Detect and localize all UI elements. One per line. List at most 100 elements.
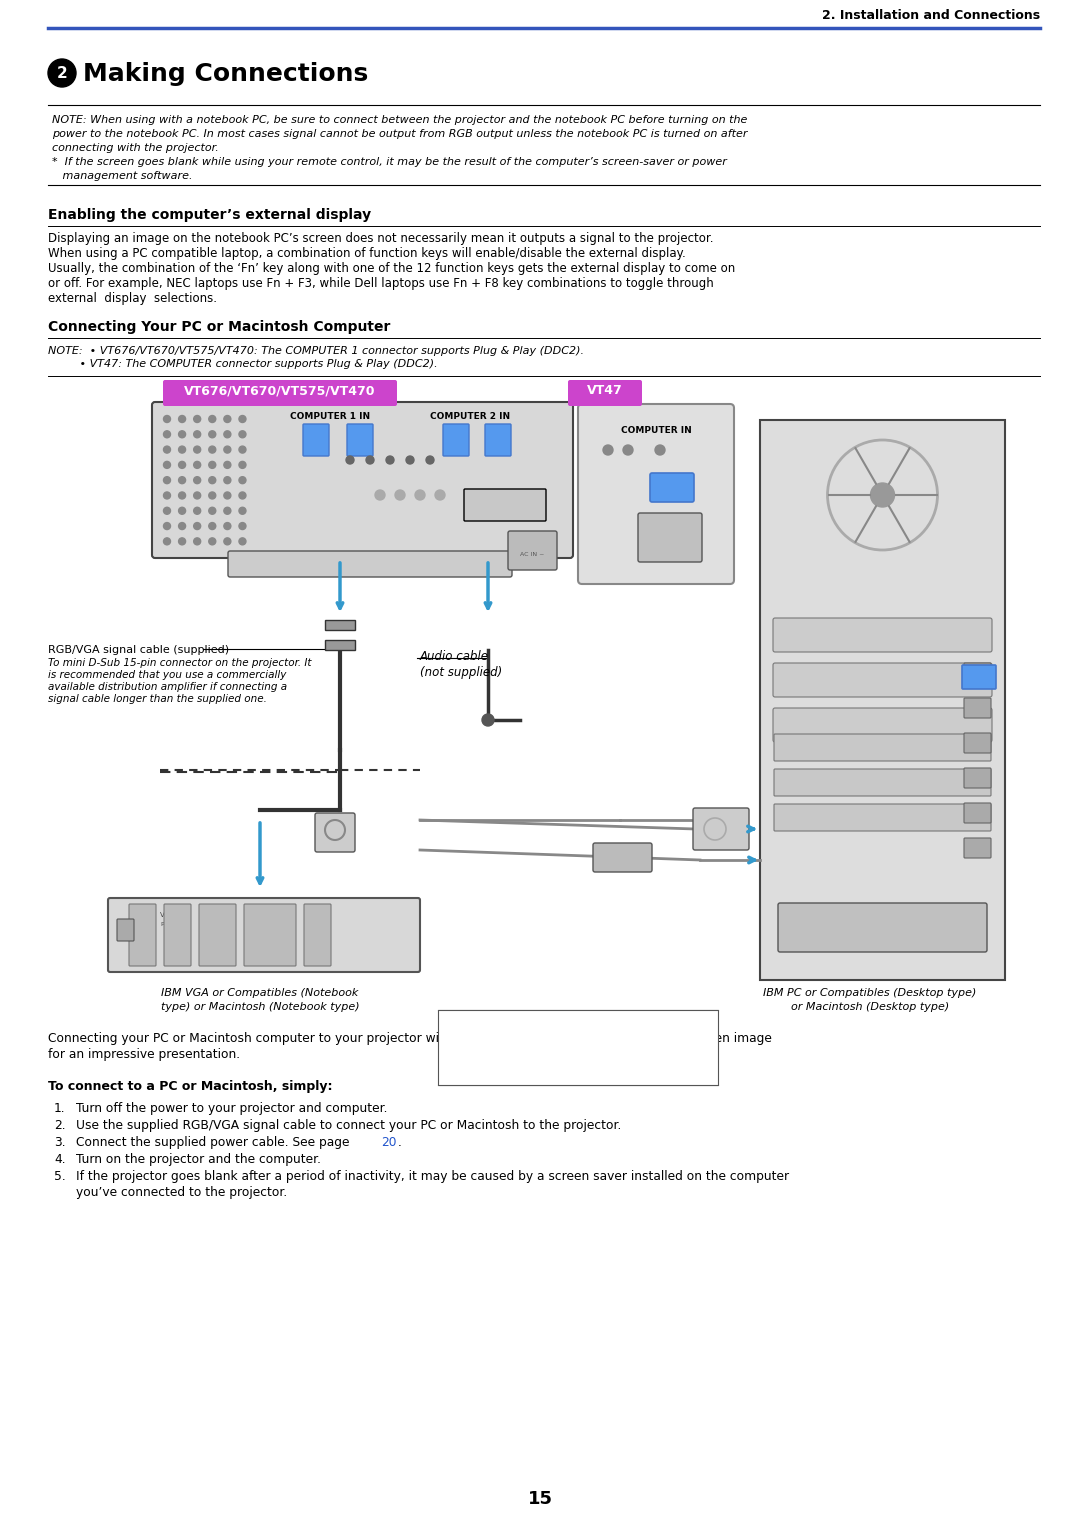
FancyBboxPatch shape (568, 380, 642, 406)
Circle shape (239, 476, 246, 484)
Text: Use the supplied RGB/VGA signal cable to connect your PC or Macintosh to the pro: Use the supplied RGB/VGA signal cable to… (76, 1119, 621, 1132)
Text: 1.: 1. (54, 1102, 66, 1116)
Circle shape (193, 522, 201, 530)
FancyBboxPatch shape (117, 919, 134, 942)
Text: VT676/VT670/VT575/VT470: VT676/VT670/VT575/VT470 (185, 385, 376, 397)
FancyBboxPatch shape (773, 662, 993, 697)
Circle shape (239, 446, 246, 453)
Circle shape (435, 490, 445, 501)
Circle shape (193, 476, 201, 484)
Circle shape (163, 507, 171, 514)
Circle shape (178, 476, 186, 484)
Text: or off. For example, NEC laptops use Fn + F3, while Dell laptops use Fn + F8 key: or off. For example, NEC laptops use Fn … (48, 278, 714, 290)
Text: PHONE: PHONE (325, 844, 345, 848)
Text: NOTE: For older Macintosh, use a: NOTE: For older Macintosh, use a (443, 1015, 627, 1025)
Text: external  display  selections.: external display selections. (48, 291, 217, 305)
FancyBboxPatch shape (485, 424, 511, 456)
FancyBboxPatch shape (303, 903, 330, 966)
Circle shape (239, 430, 246, 438)
Text: Usually, the combination of the ‘Fn’ key along with one of the 12 function keys : Usually, the combination of the ‘Fn’ key… (48, 262, 735, 275)
FancyBboxPatch shape (778, 903, 987, 952)
Text: PHONE: PHONE (160, 922, 183, 926)
FancyBboxPatch shape (650, 473, 694, 502)
Circle shape (482, 714, 494, 726)
FancyBboxPatch shape (163, 380, 397, 406)
Circle shape (193, 507, 201, 514)
FancyBboxPatch shape (347, 424, 373, 456)
Text: type) or Macintosh (Notebook type): type) or Macintosh (Notebook type) (161, 1003, 360, 1012)
Text: Turn on the projector and the computer.: Turn on the projector and the computer. (76, 1154, 321, 1166)
Circle shape (224, 446, 231, 453)
Text: Turn off the power to your projector and computer.: Turn off the power to your projector and… (76, 1102, 388, 1116)
FancyBboxPatch shape (964, 732, 991, 752)
FancyBboxPatch shape (964, 803, 991, 823)
FancyBboxPatch shape (152, 401, 573, 559)
Circle shape (163, 522, 171, 530)
Text: To mini D-Sub 15-pin connector on the projector. It: To mini D-Sub 15-pin connector on the pr… (48, 658, 311, 668)
Circle shape (208, 537, 216, 545)
FancyBboxPatch shape (964, 697, 991, 719)
FancyBboxPatch shape (638, 513, 702, 562)
Text: 20: 20 (381, 1135, 396, 1149)
Circle shape (386, 456, 394, 464)
Circle shape (193, 461, 201, 468)
Text: 2.: 2. (54, 1119, 66, 1132)
Circle shape (346, 456, 354, 464)
Circle shape (415, 490, 426, 501)
FancyBboxPatch shape (693, 807, 750, 850)
FancyBboxPatch shape (578, 404, 734, 584)
FancyBboxPatch shape (443, 424, 469, 456)
FancyBboxPatch shape (773, 618, 993, 652)
Circle shape (178, 446, 186, 453)
Circle shape (208, 476, 216, 484)
Text: is recommended that you use a commercially: is recommended that you use a commercial… (48, 670, 286, 681)
Circle shape (224, 430, 231, 438)
Text: IBM VGA or Compatibles (Notebook: IBM VGA or Compatibles (Notebook (161, 987, 359, 998)
Circle shape (224, 461, 231, 468)
Text: • VT47: The COMPUTER connector supports Plug & Play (DDC2).: • VT47: The COMPUTER connector supports … (48, 359, 437, 369)
Text: COMPUTER 2 IN: COMPUTER 2 IN (430, 412, 510, 421)
Text: .: . (399, 1135, 402, 1149)
Text: 2: 2 (56, 66, 67, 81)
Text: PHONE: PHONE (704, 818, 726, 823)
Text: NOTE:  • VT676/VT670/VT575/VT470: The COMPUTER 1 connector supports Plug & Play : NOTE: • VT676/VT670/VT575/VT470: The COM… (48, 346, 584, 356)
Text: commercially available pin adapter: commercially available pin adapter (443, 1032, 640, 1042)
Circle shape (239, 537, 246, 545)
Circle shape (208, 446, 216, 453)
FancyBboxPatch shape (199, 903, 237, 966)
FancyBboxPatch shape (964, 662, 991, 684)
Text: (not supplied): (not supplied) (420, 665, 502, 679)
Circle shape (208, 415, 216, 423)
Circle shape (239, 507, 246, 514)
Circle shape (193, 430, 201, 438)
FancyBboxPatch shape (774, 769, 991, 797)
Text: *  If the screen goes blank while using your remote control, it may be the resul: * If the screen goes blank while using y… (52, 157, 727, 166)
Circle shape (208, 507, 216, 514)
Circle shape (395, 490, 405, 501)
FancyBboxPatch shape (760, 420, 1005, 980)
FancyBboxPatch shape (964, 768, 991, 787)
Circle shape (178, 461, 186, 468)
Text: Connect the supplied power cable. See page: Connect the supplied power cable. See pa… (76, 1135, 353, 1149)
FancyBboxPatch shape (774, 804, 991, 832)
Text: 3.: 3. (54, 1135, 66, 1149)
Text: 2. Installation and Connections: 2. Installation and Connections (822, 9, 1040, 21)
FancyBboxPatch shape (438, 1010, 718, 1085)
Circle shape (406, 456, 414, 464)
Circle shape (239, 522, 246, 530)
Text: When using a PC compatible laptop, a combination of function keys will enable/di: When using a PC compatible laptop, a com… (48, 247, 686, 259)
Circle shape (603, 446, 613, 455)
Circle shape (178, 491, 186, 499)
Circle shape (193, 491, 201, 499)
Circle shape (208, 491, 216, 499)
Text: power to the notebook PC. In most cases signal cannot be output from RGB output : power to the notebook PC. In most cases … (52, 130, 747, 139)
FancyBboxPatch shape (325, 620, 355, 630)
Circle shape (178, 507, 186, 514)
Circle shape (239, 461, 246, 468)
Text: Displaying an image on the notebook PC’s screen does not necessarily mean it out: Displaying an image on the notebook PC’s… (48, 232, 714, 246)
Text: Audio cable: Audio cable (420, 650, 489, 662)
Circle shape (224, 507, 231, 514)
Circle shape (163, 430, 171, 438)
FancyBboxPatch shape (164, 903, 191, 966)
Circle shape (163, 415, 171, 423)
